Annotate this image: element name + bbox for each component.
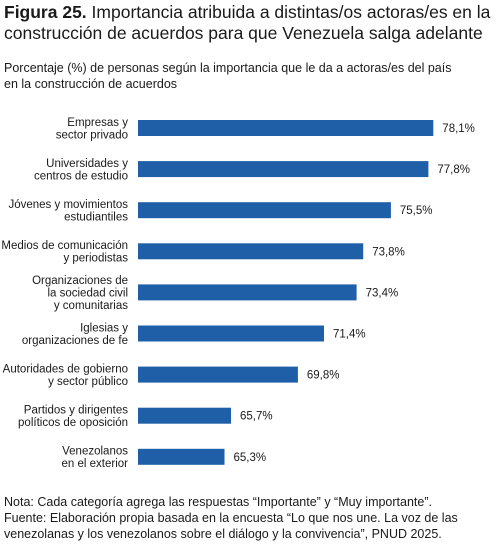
category-label: Empresas y sector privado — [56, 117, 128, 142]
bar-row: Autoridades de gobierno y sector público 6… — [3, 363, 340, 388]
bar — [138, 407, 231, 424]
category-label: Organizaciones de la sociedad civil y comu… — [32, 275, 128, 312]
category-label: Venezolanos en el exterior — [62, 446, 129, 468]
title-line-2: construcción de acuerdos para que Venezu… — [4, 23, 483, 43]
figure-label: Figura 25. — [4, 2, 87, 22]
value-label: 65,7% — [240, 411, 273, 423]
value-label: 73,8% — [372, 246, 405, 258]
bar-row: Medios de comunicación y periodistas 73,8% — [1, 240, 404, 265]
bar-row: Empresas y sector privado 78,1% — [56, 117, 475, 142]
value-label: 73,4% — [366, 287, 399, 299]
bar-chart: Empresas y sector privado 78,1% Universidad… — [1, 117, 475, 468]
bar — [138, 202, 391, 219]
title-line-1: Importancia atribuida a distintas/os act… — [91, 2, 491, 22]
bar — [138, 243, 364, 260]
category-label: Partidos y dirigentes políticos de oposic… — [18, 404, 128, 429]
figure-subtitle: Porcentaje (%) de personas según la impo… — [4, 60, 496, 92]
bar-row: Organizaciones de la sociedad civil y comu… — [32, 275, 398, 312]
category-label: Universidades y centros de estudio — [34, 158, 128, 182]
bar — [138, 366, 298, 383]
bar-row: Partidos y dirigentes políticos de oposic… — [18, 404, 273, 429]
bar-row: Universidades y centros de estudio 77,8% — [34, 158, 470, 182]
bar-row: Venezolanos en el exterior 65,3% — [62, 446, 267, 468]
value-label: 69,8% — [307, 370, 340, 382]
figure-title: Figura 25. Importancia atribuida a disti… — [4, 2, 496, 44]
note-text: Nota: Cada categoría agrega las respuest… — [4, 495, 432, 509]
figure-footer: Nota: Cada categoría agrega las respuest… — [4, 494, 498, 542]
value-label: 78,1% — [442, 123, 475, 135]
bar — [138, 284, 357, 301]
value-label: 71,4% — [333, 329, 366, 341]
bar — [138, 325, 324, 342]
bar-row: Jóvenes y movimientos estudiantiles 75,5% — [8, 199, 432, 224]
bar — [138, 120, 434, 136]
bar-row: Iglesias y organizaciones de fe 71,4% — [22, 322, 366, 347]
bar — [138, 448, 225, 465]
value-label: 75,5% — [400, 205, 433, 217]
subtitle-line-1: Porcentaje (%) de personas según la impo… — [4, 61, 452, 75]
category-label: Jóvenes y movimientos estudiantiles — [8, 199, 128, 224]
value-label: 65,3% — [234, 452, 267, 464]
category-label: Iglesias y organizaciones de fe — [22, 322, 128, 347]
category-label: Medios de comunicación y periodistas — [1, 240, 128, 265]
category-label: Autoridades de gobierno y sector público — [3, 363, 128, 388]
source-line-2: venezolanas y los venezolanos sobre el d… — [4, 527, 442, 541]
value-label: 77,8% — [437, 164, 470, 176]
source-line-1: Fuente: Elaboración propia basada en la … — [4, 511, 458, 525]
bar — [138, 161, 429, 178]
subtitle-line-2: en la construcción de acuerdos — [4, 77, 178, 91]
